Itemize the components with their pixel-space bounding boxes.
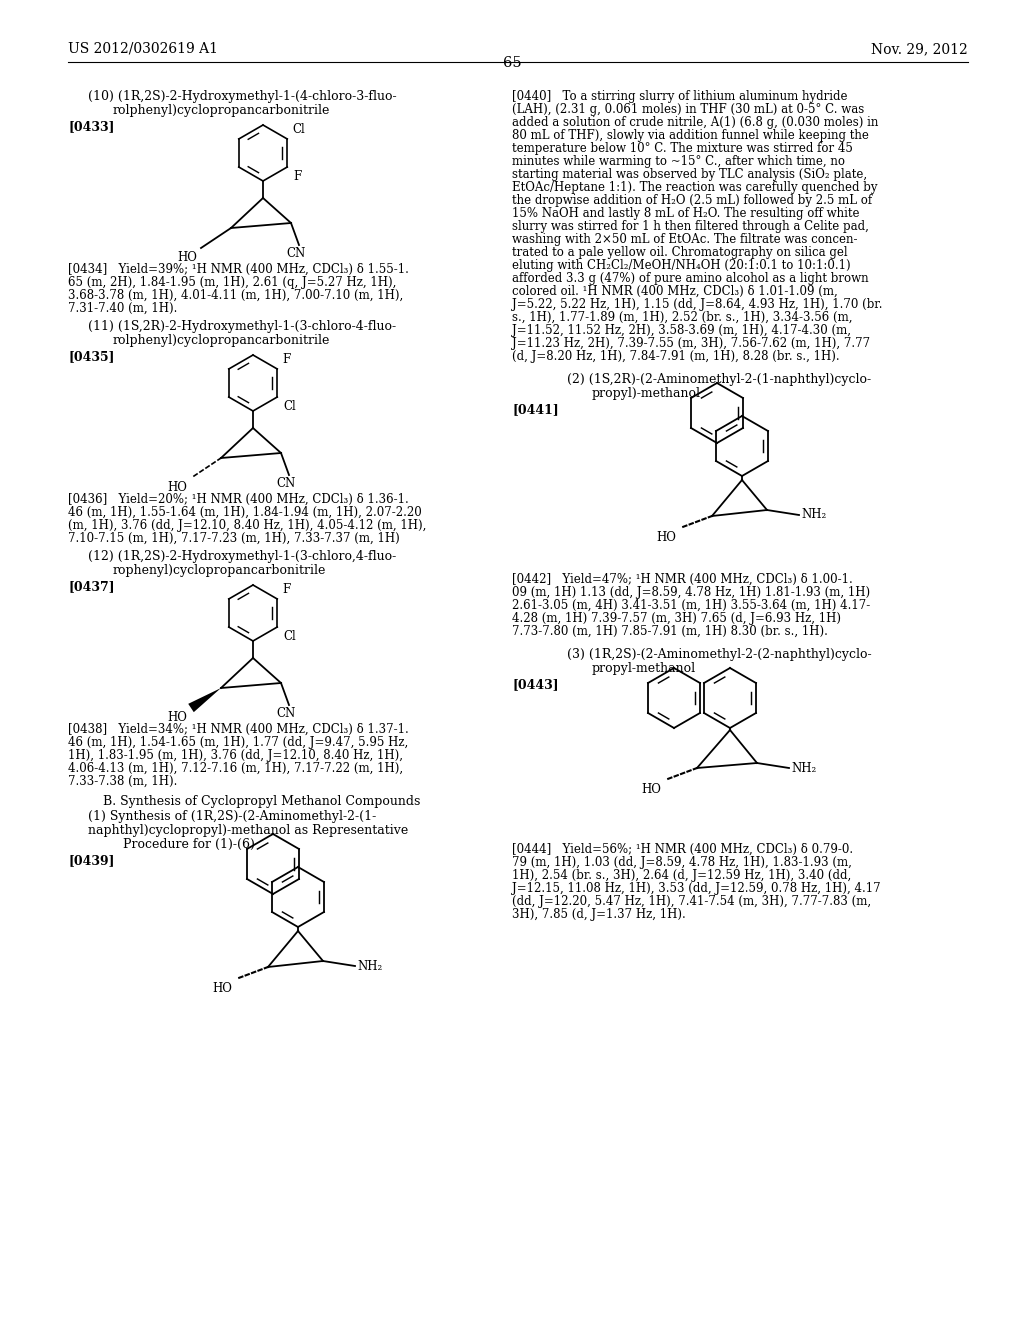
Text: washing with 2×50 mL of EtOAc. The filtrate was concen-: washing with 2×50 mL of EtOAc. The filtr… xyxy=(512,234,857,246)
Text: added a solution of crude nitrile, A(1) (6.8 g, (0.030 moles) in: added a solution of crude nitrile, A(1) … xyxy=(512,116,879,129)
Text: colored oil. ¹H NMR (400 MHz, CDCl₃) δ 1.01-1.09 (m,: colored oil. ¹H NMR (400 MHz, CDCl₃) δ 1… xyxy=(512,285,838,298)
Text: [0434]   Yield=39%; ¹H NMR (400 MHz, CDCl₃) δ 1.55-1.: [0434] Yield=39%; ¹H NMR (400 MHz, CDCl₃… xyxy=(68,263,409,276)
Text: [0444]   Yield=56%; ¹H NMR (400 MHz, CDCl₃) δ 0.79-0.: [0444] Yield=56%; ¹H NMR (400 MHz, CDCl₃… xyxy=(512,843,853,855)
Text: 7.33-7.38 (m, 1H).: 7.33-7.38 (m, 1H). xyxy=(68,775,177,788)
Text: [0437]: [0437] xyxy=(68,579,115,593)
Text: 3H), 7.85 (d, J=1.37 Hz, 1H).: 3H), 7.85 (d, J=1.37 Hz, 1H). xyxy=(512,908,686,921)
Text: (12) (1R,2S)-2-Hydroxymethyl-1-(3-chloro,4-fluo-: (12) (1R,2S)-2-Hydroxymethyl-1-(3-chloro… xyxy=(88,550,396,564)
Text: rophenyl)cyclopropancarbonitrile: rophenyl)cyclopropancarbonitrile xyxy=(113,564,327,577)
Text: J=11.23 Hz, 2H), 7.39-7.55 (m, 3H), 7.56-7.62 (m, 1H), 7.77: J=11.23 Hz, 2H), 7.39-7.55 (m, 3H), 7.56… xyxy=(512,337,870,350)
Text: 7.31-7.40 (m, 1H).: 7.31-7.40 (m, 1H). xyxy=(68,302,177,315)
Text: B. Synthesis of Cyclopropyl Methanol Compounds: B. Synthesis of Cyclopropyl Methanol Com… xyxy=(103,795,421,808)
Text: Cl: Cl xyxy=(284,400,296,413)
Text: HO: HO xyxy=(656,531,676,544)
Text: US 2012/0302619 A1: US 2012/0302619 A1 xyxy=(68,42,218,55)
Text: rolphenyl)cyclopropancarbonitrile: rolphenyl)cyclopropancarbonitrile xyxy=(113,104,331,117)
Text: HO: HO xyxy=(167,711,187,723)
Text: 15% NaOH and lastly 8 mL of H₂O. The resulting off white: 15% NaOH and lastly 8 mL of H₂O. The res… xyxy=(512,207,859,220)
Text: 65: 65 xyxy=(503,55,521,70)
Text: [0438]   Yield=34%; ¹H NMR (400 MHz, CDCl₃) δ 1.37-1.: [0438] Yield=34%; ¹H NMR (400 MHz, CDCl₃… xyxy=(68,723,409,737)
Text: Nov. 29, 2012: Nov. 29, 2012 xyxy=(871,42,968,55)
Text: [0440]   To a stirring slurry of lithium aluminum hydride: [0440] To a stirring slurry of lithium a… xyxy=(512,90,848,103)
Text: [0443]: [0443] xyxy=(512,678,559,690)
Text: (dd, J=12.20, 5.47 Hz, 1H), 7.41-7.54 (m, 3H), 7.77-7.83 (m,: (dd, J=12.20, 5.47 Hz, 1H), 7.41-7.54 (m… xyxy=(512,895,871,908)
Text: (11) (1S,2R)-2-Hydroxymethyl-1-(3-chloro-4-fluo-: (11) (1S,2R)-2-Hydroxymethyl-1-(3-chloro… xyxy=(88,319,396,333)
Text: [0433]: [0433] xyxy=(68,120,115,133)
Text: [0439]: [0439] xyxy=(68,854,115,867)
Text: 1H), 1.83-1.95 (m, 1H), 3.76 (dd, J=12.10, 8.40 Hz, 1H),: 1H), 1.83-1.95 (m, 1H), 3.76 (dd, J=12.1… xyxy=(68,748,403,762)
Text: Cl: Cl xyxy=(292,123,305,136)
Text: 46 (m, 1H), 1.54-1.65 (m, 1H), 1.77 (dd, J=9.47, 5.95 Hz,: 46 (m, 1H), 1.54-1.65 (m, 1H), 1.77 (dd,… xyxy=(68,737,409,748)
Text: 80 mL of THF), slowly via addition funnel while keeping the: 80 mL of THF), slowly via addition funne… xyxy=(512,129,869,143)
Text: HO: HO xyxy=(212,982,232,995)
Text: naphthyl)cyclopropyl)-methanol as Representative: naphthyl)cyclopropyl)-methanol as Repres… xyxy=(88,824,409,837)
Text: (1) Synthesis of (1R,2S)-(2-Aminomethyl-2-(1-: (1) Synthesis of (1R,2S)-(2-Aminomethyl-… xyxy=(88,810,376,822)
Text: 09 (m, 1H) 1.13 (dd, J=8.59, 4.78 Hz, 1H) 1.81-1.93 (m, 1H): 09 (m, 1H) 1.13 (dd, J=8.59, 4.78 Hz, 1H… xyxy=(512,586,870,599)
Text: HO: HO xyxy=(641,783,662,796)
Text: eluting with CH₂Cl₂/MeOH/NH₄OH (20:1:0.1 to 10:1:0.1): eluting with CH₂Cl₂/MeOH/NH₄OH (20:1:0.1… xyxy=(512,259,851,272)
Text: EtOAc/Heptane 1:1). The reaction was carefully quenched by: EtOAc/Heptane 1:1). The reaction was car… xyxy=(512,181,878,194)
Text: the dropwise addition of H₂O (2.5 mL) followed by 2.5 mL of: the dropwise addition of H₂O (2.5 mL) fo… xyxy=(512,194,872,207)
Text: F: F xyxy=(293,170,301,183)
Text: 79 (m, 1H), 1.03 (dd, J=8.59, 4.78 Hz, 1H), 1.83-1.93 (m,: 79 (m, 1H), 1.03 (dd, J=8.59, 4.78 Hz, 1… xyxy=(512,855,852,869)
Text: F: F xyxy=(283,352,291,366)
Text: temperature below 10° C. The mixture was stirred for 45: temperature below 10° C. The mixture was… xyxy=(512,143,853,154)
Text: 3.68-3.78 (m, 1H), 4.01-4.11 (m, 1H), 7.00-7.10 (m, 1H),: 3.68-3.78 (m, 1H), 4.01-4.11 (m, 1H), 7.… xyxy=(68,289,403,302)
Text: J=12.15, 11.08 Hz, 1H), 3.53 (dd, J=12.59, 0.78 Hz, 1H), 4.17: J=12.15, 11.08 Hz, 1H), 3.53 (dd, J=12.5… xyxy=(512,882,881,895)
Text: rolphenyl)cyclopropancarbonitrile: rolphenyl)cyclopropancarbonitrile xyxy=(113,334,331,347)
Text: F: F xyxy=(283,583,291,597)
Text: [0441]: [0441] xyxy=(512,403,559,416)
Text: J=11.52, 11.52 Hz, 2H), 3.58-3.69 (m, 1H), 4.17-4.30 (m,: J=11.52, 11.52 Hz, 2H), 3.58-3.69 (m, 1H… xyxy=(512,323,851,337)
Text: afforded 3.3 g (47%) of pure amino alcohol as a light brown: afforded 3.3 g (47%) of pure amino alcoh… xyxy=(512,272,868,285)
Text: [0442]   Yield=47%; ¹H NMR (400 MHz, CDCl₃) δ 1.00-1.: [0442] Yield=47%; ¹H NMR (400 MHz, CDCl₃… xyxy=(512,573,853,586)
Polygon shape xyxy=(188,688,221,713)
Text: NH₂: NH₂ xyxy=(801,508,826,521)
Text: (2) (1S,2R)-(2-Aminomethyl-2-(1-naphthyl)cyclo-: (2) (1S,2R)-(2-Aminomethyl-2-(1-naphthyl… xyxy=(567,374,871,385)
Text: CN: CN xyxy=(287,247,305,260)
Text: (d, J=8.20 Hz, 1H), 7.84-7.91 (m, 1H), 8.28 (br. s., 1H).: (d, J=8.20 Hz, 1H), 7.84-7.91 (m, 1H), 8… xyxy=(512,350,840,363)
Text: 7.10-7.15 (m, 1H), 7.17-7.23 (m, 1H), 7.33-7.37 (m, 1H): 7.10-7.15 (m, 1H), 7.17-7.23 (m, 1H), 7.… xyxy=(68,532,399,545)
Text: CN: CN xyxy=(276,477,296,490)
Text: HO: HO xyxy=(177,251,197,264)
Text: NH₂: NH₂ xyxy=(357,960,382,973)
Text: (10) (1R,2S)-2-Hydroxymethyl-1-(4-chloro-3-fluo-: (10) (1R,2S)-2-Hydroxymethyl-1-(4-chloro… xyxy=(88,90,396,103)
Text: Cl: Cl xyxy=(284,630,296,643)
Text: 65 (m, 2H), 1.84-1.95 (m, 1H), 2.61 (q, J=5.27 Hz, 1H),: 65 (m, 2H), 1.84-1.95 (m, 1H), 2.61 (q, … xyxy=(68,276,396,289)
Text: [0435]: [0435] xyxy=(68,350,115,363)
Text: minutes while warming to ~15° C., after which time, no: minutes while warming to ~15° C., after … xyxy=(512,154,845,168)
Text: s., 1H), 1.77-1.89 (m, 1H), 2.52 (br. s., 1H), 3.34-3.56 (m,: s., 1H), 1.77-1.89 (m, 1H), 2.52 (br. s.… xyxy=(512,312,853,323)
Text: propyl)-methanol: propyl)-methanol xyxy=(592,387,701,400)
Text: NH₂: NH₂ xyxy=(791,762,816,775)
Text: 7.73-7.80 (m, 1H) 7.85-7.91 (m, 1H) 8.30 (br. s., 1H).: 7.73-7.80 (m, 1H) 7.85-7.91 (m, 1H) 8.30… xyxy=(512,624,827,638)
Text: Procedure for (1)-(6): Procedure for (1)-(6) xyxy=(123,838,255,851)
Text: 4.06-4.13 (m, 1H), 7.12-7.16 (m, 1H), 7.17-7.22 (m, 1H),: 4.06-4.13 (m, 1H), 7.12-7.16 (m, 1H), 7.… xyxy=(68,762,403,775)
Text: CN: CN xyxy=(276,708,296,719)
Text: (m, 1H), 3.76 (dd, J=12.10, 8.40 Hz, 1H), 4.05-4.12 (m, 1H),: (m, 1H), 3.76 (dd, J=12.10, 8.40 Hz, 1H)… xyxy=(68,519,426,532)
Text: starting material was observed by TLC analysis (SiO₂ plate,: starting material was observed by TLC an… xyxy=(512,168,867,181)
Text: HO: HO xyxy=(167,480,187,494)
Text: (LAH), (2.31 g, 0.061 moles) in THF (30 mL) at 0-5° C. was: (LAH), (2.31 g, 0.061 moles) in THF (30 … xyxy=(512,103,864,116)
Text: J=5.22, 5.22 Hz, 1H), 1.15 (dd, J=8.64, 4.93 Hz, 1H), 1.70 (br.: J=5.22, 5.22 Hz, 1H), 1.15 (dd, J=8.64, … xyxy=(512,298,883,312)
Text: 4.28 (m, 1H) 7.39-7.57 (m, 3H) 7.65 (d, J=6.93 Hz, 1H): 4.28 (m, 1H) 7.39-7.57 (m, 3H) 7.65 (d, … xyxy=(512,612,841,624)
Text: trated to a pale yellow oil. Chromatography on silica gel: trated to a pale yellow oil. Chromatogra… xyxy=(512,246,848,259)
Text: 46 (m, 1H), 1.55-1.64 (m, 1H), 1.84-1.94 (m, 1H), 2.07-2.20: 46 (m, 1H), 1.55-1.64 (m, 1H), 1.84-1.94… xyxy=(68,506,422,519)
Text: propyl-methanol: propyl-methanol xyxy=(592,663,696,675)
Text: 1H), 2.54 (br. s., 3H), 2.64 (d, J=12.59 Hz, 1H), 3.40 (dd,: 1H), 2.54 (br. s., 3H), 2.64 (d, J=12.59… xyxy=(512,869,851,882)
Text: [0436]   Yield=20%; ¹H NMR (400 MHz, CDCl₃) δ 1.36-1.: [0436] Yield=20%; ¹H NMR (400 MHz, CDCl₃… xyxy=(68,492,409,506)
Text: 2.61-3.05 (m, 4H) 3.41-3.51 (m, 1H) 3.55-3.64 (m, 1H) 4.17-: 2.61-3.05 (m, 4H) 3.41-3.51 (m, 1H) 3.55… xyxy=(512,599,870,612)
Text: slurry was stirred for 1 h then filtered through a Celite pad,: slurry was stirred for 1 h then filtered… xyxy=(512,220,869,234)
Text: (3) (1R,2S)-(2-Aminomethyl-2-(2-naphthyl)cyclo-: (3) (1R,2S)-(2-Aminomethyl-2-(2-naphthyl… xyxy=(567,648,871,661)
